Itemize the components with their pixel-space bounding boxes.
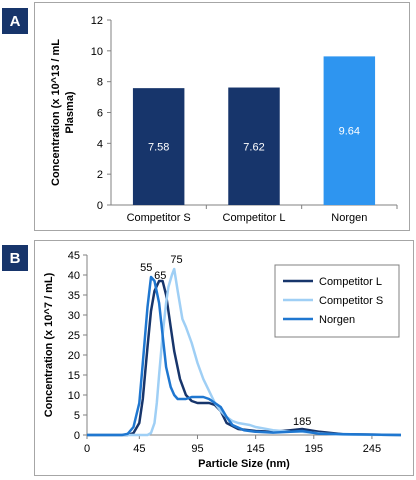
y-tick-label: 4 <box>97 138 103 150</box>
legend-label: Competitor S <box>319 295 383 307</box>
panel-b-label: B <box>2 245 28 271</box>
peak-annotation: 65 <box>154 270 166 282</box>
bar-value-label: 7.62 <box>243 141 264 153</box>
y-tick-label: 0 <box>97 200 103 212</box>
y-axis-title-line: Plasma) <box>64 91 76 134</box>
x-category-label: Competitor S <box>127 212 191 224</box>
series-line <box>87 267 402 437</box>
y-tick-label: 20 <box>68 350 80 362</box>
line-chart-panel: 0 5 10 15 20 25 30 35 40 45 0 45 95 145 195 245 55 65 75 18… <box>34 240 414 476</box>
y-tick-label: 12 <box>91 15 103 27</box>
x-tick-label: 45 <box>133 443 145 455</box>
bar <box>323 56 376 206</box>
peak-annotation: 185 <box>293 416 311 428</box>
y-tick-label: 2 <box>97 169 103 181</box>
y-tick-label: 6 <box>97 108 103 120</box>
peak-annotation: 75 <box>170 254 182 266</box>
x-category-label: Competitor L <box>223 212 286 224</box>
x-tick-label: 95 <box>191 443 203 455</box>
peak-annotation: 55 <box>140 262 152 274</box>
y-tick-label: 8 <box>97 77 103 89</box>
y-tick-label: 10 <box>91 46 103 58</box>
legend-label: Norgen <box>319 314 355 326</box>
x-tick-label: 145 <box>246 443 264 455</box>
y-tick-label: 30 <box>68 310 80 322</box>
y-tick-label: 0 <box>74 430 80 442</box>
x-tick-label: 245 <box>363 443 381 455</box>
bar-chart: 0 2 4 6 8 10 12 7.58 Competitor S 7.62 Competitor … <box>50 15 398 224</box>
series-line <box>87 275 402 437</box>
y-tick-label: 25 <box>68 330 80 342</box>
x-tick-label: 0 <box>84 443 90 455</box>
x-axis-title: Particle Size (nm) <box>198 458 290 470</box>
y-axis-title: Concentration (x 10^13 / mL Plasma) <box>50 39 76 186</box>
bar <box>228 87 280 205</box>
y-tick-label: 35 <box>68 290 80 302</box>
x-category-label: Norgen <box>331 212 367 224</box>
bar-value-label: 9.64 <box>339 126 360 138</box>
legend-label: Competitor L <box>319 276 382 288</box>
bar <box>132 88 185 205</box>
y-tick-label: 40 <box>68 270 80 282</box>
y-tick-label: 45 <box>68 250 80 262</box>
y-axis-title: Concentration (x 10^7 / mL) <box>43 272 55 417</box>
x-tick-label: 195 <box>305 443 323 455</box>
y-tick-label: 5 <box>74 410 80 422</box>
y-axis-title-line: Concentration (x 10^13 / mL <box>50 39 62 186</box>
y-tick-label: 15 <box>68 370 80 382</box>
panel-a-label: A <box>2 8 28 34</box>
bar-value-label: 7.58 <box>148 142 169 154</box>
legend: Competitor L Competitor S Norgen <box>274 264 400 338</box>
bar-chart-panel: 0 2 4 6 8 10 12 7.58 Competitor S 7.62 Competitor … <box>34 2 410 231</box>
y-tick-label: 10 <box>68 390 80 402</box>
